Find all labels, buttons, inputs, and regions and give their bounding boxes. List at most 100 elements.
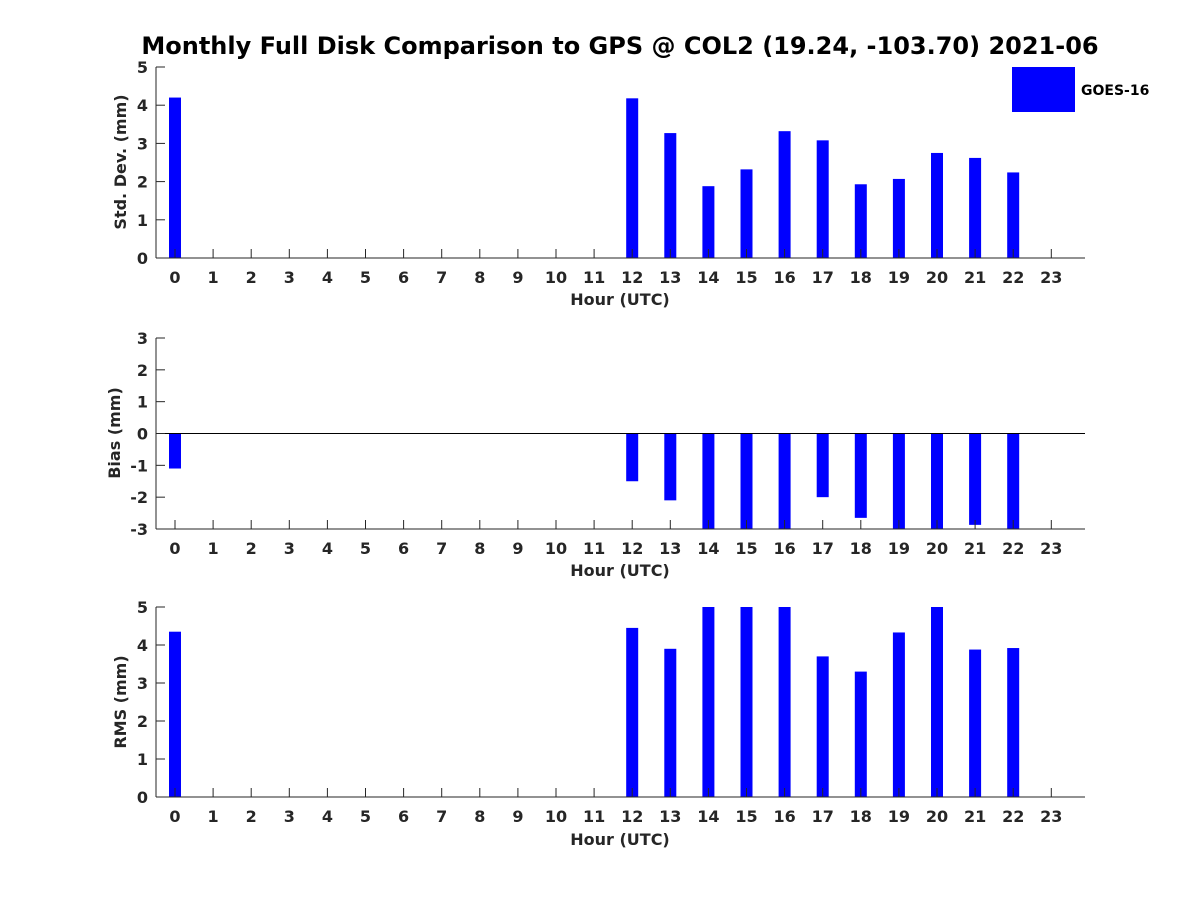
- rms-y-tick-label: 2: [137, 712, 148, 731]
- rms-x-tick-label: 18: [850, 807, 872, 826]
- bias-x-tick-label: 10: [545, 539, 567, 558]
- std-dev-x-tick-label: 4: [322, 268, 333, 287]
- bias-x-tick-label: 20: [926, 539, 948, 558]
- bias-x-tick-label: 11: [583, 539, 605, 558]
- bias-ylabel: Bias (mm): [105, 387, 124, 479]
- rms-y-tick-label: 4: [137, 636, 148, 655]
- std-dev-x-tick-label: 12: [621, 268, 643, 287]
- bias-bar: [1007, 433, 1020, 529]
- bias-y-tick-label: -2: [130, 488, 148, 507]
- std-dev-y-tick-label: 2: [137, 173, 148, 192]
- std-dev-bar: [778, 131, 791, 258]
- bias-x-tick-label: 22: [1002, 539, 1024, 558]
- std-dev-x-tick-label: 19: [888, 268, 910, 287]
- bias-x-tick-label: 23: [1040, 539, 1062, 558]
- rms-bar: [778, 607, 791, 797]
- rms-bar: [626, 627, 639, 797]
- std-dev-y-tick-label: 3: [137, 134, 148, 153]
- bias-y-tick-label: 3: [137, 329, 148, 348]
- bias-y-tick-label: 0: [137, 425, 148, 444]
- std-dev-bar: [816, 140, 829, 258]
- rms-x-tick-label: 10: [545, 807, 567, 826]
- bias-x-tick-label: 6: [398, 539, 409, 558]
- bias-y-tick-label: -3: [130, 520, 148, 539]
- legend-swatch: [1012, 67, 1075, 112]
- bias-x-tick-label: 0: [169, 539, 180, 558]
- std-dev-bar: [169, 97, 181, 258]
- std-dev-x-tick-label: 10: [545, 268, 567, 287]
- std-dev-x-tick-label: 1: [208, 268, 219, 287]
- rms-bar: [854, 671, 867, 797]
- bias-bar: [969, 433, 982, 525]
- rms-x-tick-label: 2: [246, 807, 257, 826]
- legend: GOES-16: [1012, 67, 1149, 112]
- bias-bar: [816, 433, 829, 498]
- std-dev-bar: [892, 178, 905, 258]
- rms-bar: [931, 607, 943, 797]
- std-dev-x-tick-label: 8: [474, 268, 485, 287]
- rms-x-tick-label: 0: [169, 807, 180, 826]
- std-dev-x-tick-label: 18: [850, 268, 872, 287]
- std-dev-x-tick-label: 0: [169, 268, 180, 287]
- bias-x-tick-label: 9: [512, 539, 523, 558]
- std-dev-y-tick-label: 1: [137, 211, 148, 230]
- bias-x-tick-label: 2: [246, 539, 257, 558]
- std-dev-x-tick-label: 5: [360, 268, 371, 287]
- bias-bar: [931, 433, 943, 529]
- rms-x-tick-label: 19: [888, 807, 910, 826]
- std-dev-x-tick-label: 17: [812, 268, 834, 287]
- bias-x-tick-label: 21: [964, 539, 986, 558]
- rms-x-tick-label: 22: [1002, 807, 1024, 826]
- bias-x-tick-label: 17: [812, 539, 834, 558]
- bias-x-tick-label: 8: [474, 539, 485, 558]
- std-dev-y-tick-label: 4: [137, 96, 148, 115]
- rms-xlabel: Hour (UTC): [570, 830, 670, 849]
- rms-bar: [969, 649, 982, 797]
- bias-x-tick-label: 15: [735, 539, 757, 558]
- std-dev-x-tick-label: 13: [659, 268, 681, 287]
- std-dev-x-tick-label: 23: [1040, 268, 1062, 287]
- bias-bar: [854, 433, 867, 518]
- rms-x-tick-label: 11: [583, 807, 605, 826]
- rms-bar: [664, 648, 677, 797]
- rms-x-tick-label: 20: [926, 807, 948, 826]
- bias-bar: [169, 433, 181, 469]
- rms-y-tick-label: 1: [137, 750, 148, 769]
- rms-y-tick-label: 5: [137, 598, 148, 617]
- bias-x-tick-label: 12: [621, 539, 643, 558]
- bias-bar: [626, 433, 639, 482]
- rms-bar: [1007, 648, 1020, 797]
- rms-x-tick-label: 3: [284, 807, 295, 826]
- rms-x-tick-label: 4: [322, 807, 333, 826]
- std-dev-x-tick-label: 6: [398, 268, 409, 287]
- bias-bar: [664, 433, 677, 501]
- rms-x-tick-label: 17: [812, 807, 834, 826]
- bias-x-tick-label: 13: [659, 539, 681, 558]
- std-dev-x-tick-label: 2: [246, 268, 257, 287]
- std-dev-bar: [854, 184, 867, 258]
- std-dev-bar: [969, 157, 982, 258]
- rms-x-tick-label: 23: [1040, 807, 1062, 826]
- bias-x-tick-label: 18: [850, 539, 872, 558]
- rms-x-tick-label: 12: [621, 807, 643, 826]
- rms-x-tick-label: 14: [697, 807, 719, 826]
- bias-x-tick-label: 1: [208, 539, 219, 558]
- std-dev-y-tick-label: 5: [137, 58, 148, 77]
- std-dev-xlabel: Hour (UTC): [570, 290, 670, 309]
- std-dev-ylabel: Std. Dev. (mm): [111, 94, 130, 229]
- bias-x-tick-label: 7: [436, 539, 447, 558]
- bias-xlabel: Hour (UTC): [570, 561, 670, 580]
- std-dev-x-tick-label: 9: [512, 268, 523, 287]
- std-dev-x-tick-label: 15: [735, 268, 757, 287]
- rms-x-tick-label: 9: [512, 807, 523, 826]
- rms-x-tick-label: 13: [659, 807, 681, 826]
- bias-bar: [702, 433, 715, 529]
- bias-bar: [778, 433, 791, 529]
- rms-y-tick-label: 0: [137, 788, 148, 807]
- bias-x-tick-label: 5: [360, 539, 371, 558]
- bias-y-tick-label: 1: [137, 393, 148, 412]
- rms-x-tick-label: 8: [474, 807, 485, 826]
